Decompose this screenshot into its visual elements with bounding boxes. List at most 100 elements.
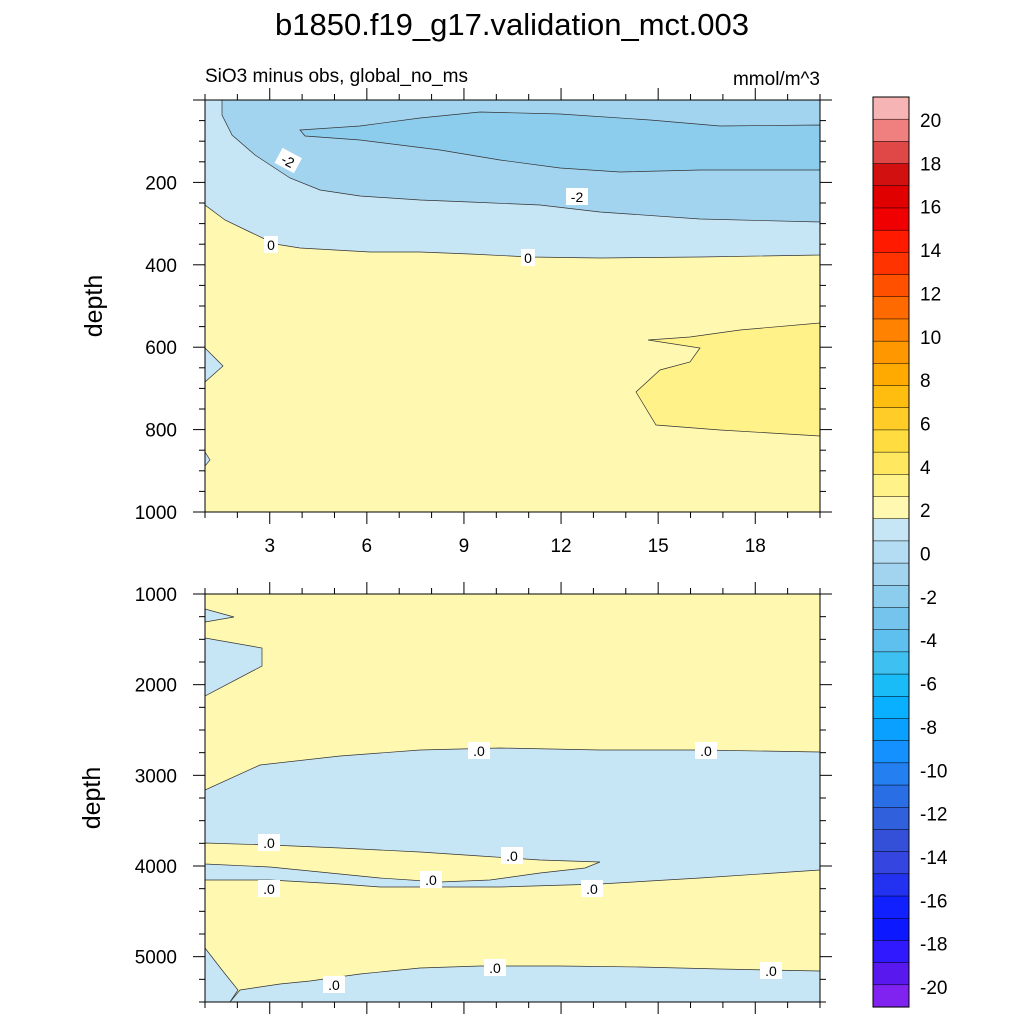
lower-panel: 1000 2000 3000 4000 5000 depth .0 .0 .0 .0 .0 .0.… [78,582,832,1014]
colorbar-swatch [872,629,910,653]
colorbar-swatch [872,917,910,941]
contour-label: .0 [258,880,280,897]
upper-small-plus-region [635,322,820,437]
contour-label: -2 [274,147,302,174]
lower-light-minus-band-2 [229,965,820,1002]
colorbar-swatch [872,185,910,209]
svg-text:.0: .0 [328,977,340,993]
colorbar-swatch [872,940,910,964]
contour-label: .0 [695,742,717,759]
colorbar-label: 4 [920,458,931,479]
colorbar-swatch [872,829,910,853]
y-tick-label: 800 [145,421,177,442]
colorbar-label: -2 [920,588,937,609]
y-tick-label: 200 [145,173,177,194]
colorbar-label: 16 [920,198,941,219]
svg-text:0: 0 [524,250,532,266]
svg-text:.0: .0 [425,872,437,888]
x-tick-label: 6 [362,536,373,557]
colorbar-swatch [872,118,910,142]
colorbar-swatch [872,585,910,609]
x-tick-label: 18 [745,536,766,557]
lower-zero-plus-lens [205,842,601,883]
colorbar-swatch [872,363,910,387]
contour-label: .0 [484,959,506,976]
lower-ticks: 1000 2000 3000 4000 5000 [135,582,832,1014]
y-tick-label: 600 [145,338,177,359]
colorbar-swatch [872,851,910,875]
contour-label: .0 [420,871,442,888]
colorbar-label: -16 [920,891,947,912]
contour-label: .0 [760,962,782,979]
colorbar-swatch [872,318,910,342]
colorbar-swatch [872,407,910,431]
upper-panel: 3 6 9 12 15 18 200 400 600 800 1000 depth -2 -2 0 0 [80,88,832,557]
x-tick-label: 12 [550,536,571,557]
upper-plot-area [205,100,820,512]
svg-text:.0: .0 [700,743,712,759]
colorbar-label: -8 [920,718,937,739]
lower-plot-area [205,594,820,1002]
colorbar-swatch [872,784,910,808]
colorbar-label: -18 [920,935,947,956]
colorbar-swatch [872,474,910,498]
colorbar-swatch [872,207,910,231]
lower-contour-labels: .0 .0 .0 .0 .0 .0 .0 .0 .0 .0 [258,742,782,993]
lower-edge-minus-patch-3 [205,947,239,1002]
colorbar-swatch [872,229,910,253]
y-tick-label: 1000 [135,503,177,524]
colorbar-label: -4 [920,631,937,652]
colorbar-label: -6 [920,675,937,696]
y-tick-label: 1000 [135,585,177,606]
upper-edge-minus-patch [205,347,224,383]
colorbar-label: 18 [920,154,941,175]
colorbar-swatch [872,696,910,720]
svg-text:.0: .0 [489,960,501,976]
upper-edge-minus-patch-2 [205,451,211,467]
y-tick-label: 3000 [135,766,177,787]
colorbar-swatch [872,429,910,453]
contour-label: .0 [258,834,280,851]
colorbar-label: 6 [920,414,931,435]
colorbar-label: 14 [920,241,942,262]
colorbar-label: -12 [920,805,947,826]
colorbar: 20181614121086420-2-4-6-8-10-12-14-16-18… [872,96,948,1008]
colorbar-swatch [872,962,910,986]
colorbar-swatch [872,762,910,786]
colorbar-swatch [872,562,910,586]
contour-label: 0 [521,249,535,266]
colorbar-label: 12 [920,284,941,305]
left-subtitle: SiO3 minus obs, global_no_ms [205,66,468,87]
svg-text:.0: .0 [765,963,777,979]
colorbar-swatch [872,607,910,631]
colorbar-swatch [872,895,910,919]
colorbar-label: -20 [920,978,947,999]
colorbar-swatch [872,163,910,187]
colorbar-swatch [872,496,910,520]
units-label: mmol/m^3 [733,69,820,90]
svg-text:.0: .0 [506,848,518,864]
lower-y-axis-label: depth [78,767,106,830]
colorbar-label: -14 [920,848,948,869]
y-tick-label: 5000 [135,948,177,969]
colorbar-swatch [872,873,910,897]
colorbar-swatch [872,451,910,475]
upper-y-axis-label: depth [80,275,108,338]
colorbar-label: 0 [920,545,931,566]
colorbar-swatch [872,984,910,1008]
lower-edge-minus-patch [205,608,235,623]
contour-label: -2 [566,188,588,205]
x-tick-label: 3 [264,536,275,557]
y-tick-label: 4000 [135,857,177,878]
colorbar-swatch [872,274,910,298]
colorbar-label: 10 [920,328,941,349]
lower-edge-minus-patch-2 [205,637,263,697]
colorbar-label: -10 [920,761,947,782]
svg-text:.0: .0 [263,835,275,851]
upper-ticks: 3 6 9 12 15 18 200 400 600 800 1000 [135,88,832,557]
contour-label: 0 [264,236,278,253]
svg-text:0: 0 [267,237,275,253]
y-tick-label: 2000 [135,676,177,697]
colorbar-swatch [872,673,910,697]
